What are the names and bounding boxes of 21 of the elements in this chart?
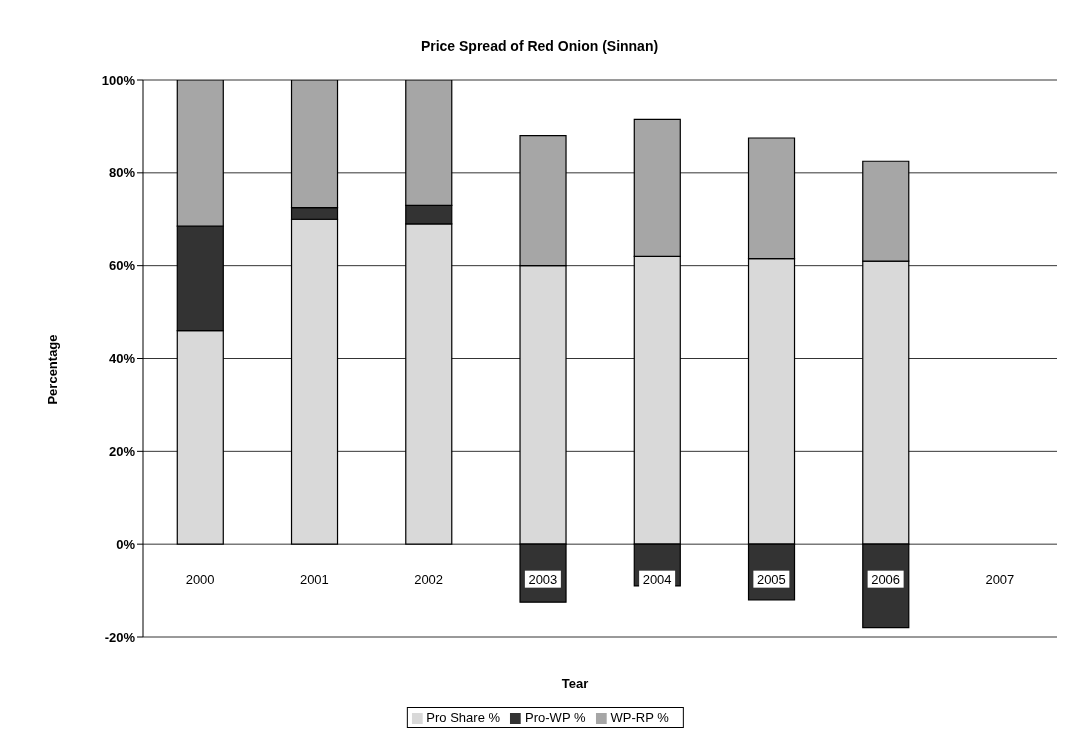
x-tick-label: 2000: [185, 571, 215, 587]
chart-title: Price Spread of Red Onion (Sinnan): [419, 38, 660, 54]
legend-label: Pro-WP %: [525, 710, 586, 725]
y-tick-label: 100%: [101, 72, 136, 88]
x-tick-label: 2003: [528, 571, 558, 587]
x-tick-label: 2007: [985, 571, 1015, 587]
x-tick-label: 2004: [642, 571, 672, 587]
legend-label: Pro Share %: [426, 710, 501, 725]
y-axis-title: Percentage: [44, 333, 60, 405]
x-tick-label: 2001: [299, 571, 329, 587]
x-tick-label: 2005: [756, 571, 786, 587]
x-axis-title: Tear: [560, 676, 590, 691]
y-tick-label: 40%: [108, 351, 136, 367]
x-tick-label: 2002: [414, 571, 444, 587]
y-tick-label: 60%: [108, 258, 136, 274]
x-tick-label: 2006: [871, 571, 901, 587]
y-tick-label: 80%: [108, 165, 136, 181]
y-tick-label: 0%: [116, 536, 136, 552]
legend-label: WP-RP %: [610, 710, 669, 725]
y-tick-label: 20%: [108, 443, 136, 459]
y-tick-label: -20%: [104, 629, 136, 645]
